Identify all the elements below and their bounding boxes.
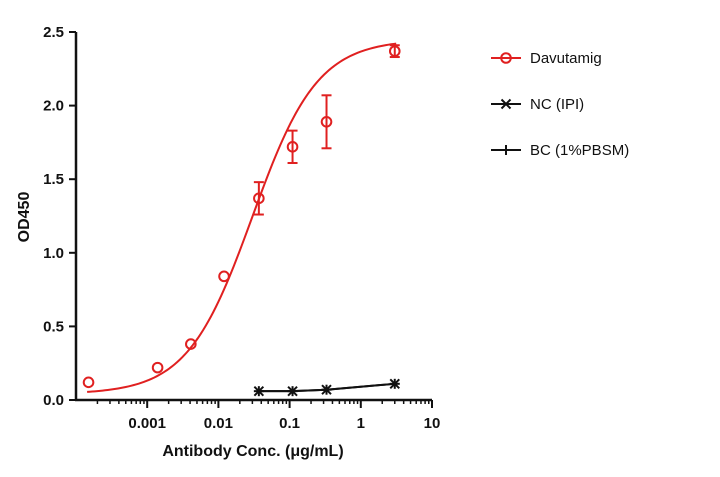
- legend-label: NC (IPI): [530, 96, 584, 113]
- x-tick-label: 0.01: [204, 415, 233, 432]
- data-point: [286, 141, 299, 153]
- x-tick-label: 0.1: [279, 415, 300, 432]
- y-tick-label: 1.0: [43, 245, 64, 262]
- data-point: [320, 115, 333, 128]
- data-point: [388, 45, 401, 57]
- error-bar: [253, 181, 264, 216]
- series-line: [258, 382, 395, 393]
- y-tick-label: 2.0: [43, 98, 64, 115]
- x-tick-label: 0.001: [128, 415, 166, 432]
- legend-label: BC (1%PBSM): [530, 142, 629, 159]
- x-axis-title: Antibody Conc. (μg/mL): [162, 443, 343, 460]
- error-bar: [287, 129, 298, 165]
- data-point: [321, 384, 332, 395]
- data-point: [218, 270, 230, 283]
- y-tick-label: 1.5: [43, 171, 64, 188]
- legend-marker: [501, 145, 511, 155]
- data-point: [185, 338, 197, 350]
- legend-item-1: NC (IPI): [491, 96, 584, 113]
- legend: Davutamig NC (IPI) BC (1%PBSM): [491, 50, 629, 159]
- ticks: 0.0 0.5 1.0 1.5 2.0 2.5 0.001 0.01 0.1 1 10: [43, 24, 440, 432]
- series-2: [253, 378, 400, 397]
- y-tick-label: 0.0: [43, 392, 64, 409]
- data-point: [389, 378, 400, 389]
- data-point: [287, 386, 298, 397]
- y-tick-label: 0.5: [43, 318, 64, 335]
- legend-label: Davutamig: [530, 50, 602, 67]
- axes: [74, 32, 432, 402]
- series-layer: [82, 42, 401, 397]
- data-point: [253, 386, 264, 397]
- legend-item-0: Davutamig: [491, 50, 602, 67]
- x-stroke: [500, 98, 512, 110]
- legend-marker: [500, 52, 512, 64]
- x-tick-label: 10: [424, 415, 441, 432]
- fit-curve: [87, 42, 397, 393]
- error-bar: [321, 94, 332, 150]
- series-0: [82, 42, 401, 393]
- legend-marker: [500, 98, 512, 110]
- y-tick-label: 2.5: [43, 24, 64, 41]
- y-axis-title: OD450: [16, 192, 33, 243]
- legend-item-2: BC (1%PBSM): [491, 142, 629, 159]
- data-point: [151, 361, 164, 374]
- data-point: [253, 192, 265, 205]
- x-tick-label: 1: [357, 415, 365, 432]
- data-point: [82, 376, 95, 389]
